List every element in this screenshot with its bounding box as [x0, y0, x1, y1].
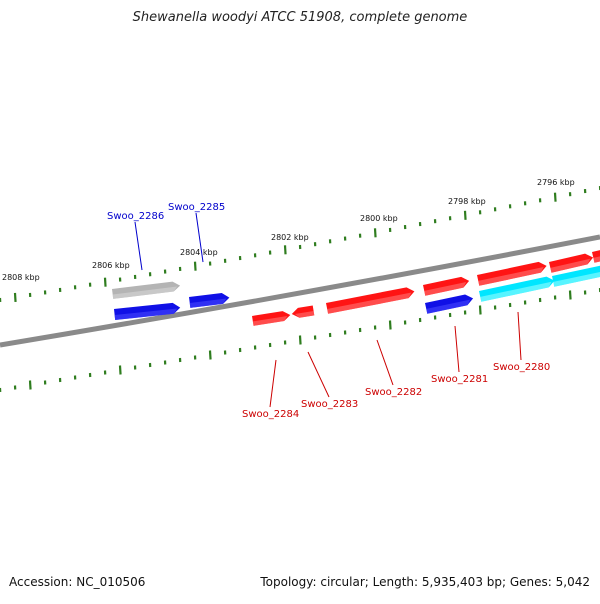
leader-line: [308, 352, 329, 397]
genome-summary-text: Topology: circular; Length: 5,935,403 bp…: [260, 575, 590, 589]
gene-label[interactable]: Swoo_2281: [431, 374, 488, 385]
scale-label: 2808 kbp: [2, 273, 40, 282]
scale-label: 2800 kbp: [360, 214, 398, 223]
scale-tick: [285, 245, 286, 254]
gene-arrow[interactable]: [592, 245, 600, 262]
scale-tick: [480, 306, 481, 315]
scale-tick: [570, 291, 571, 300]
scale-tick: [195, 262, 196, 271]
gene-label[interactable]: Swoo_2285: [168, 202, 225, 213]
map-title: Shewanella woodyi ATCC 51908, complete g…: [0, 10, 600, 25]
gene-arrow[interactable]: [252, 310, 291, 326]
leader-line: [135, 222, 142, 270]
scale-label: 2806 kbp: [92, 261, 130, 270]
gene-arrow[interactable]: [112, 281, 181, 299]
scale-tick: [30, 381, 31, 390]
scale-label: 2798 kbp: [448, 197, 486, 206]
scale-tick: [15, 293, 16, 302]
leader-line: [270, 360, 276, 407]
scale-label: 2804 kbp: [180, 248, 218, 257]
gene-arrow[interactable]: [326, 286, 415, 314]
scale-tick: [390, 321, 391, 330]
scale-tick: [465, 211, 466, 220]
scale-tick: [555, 193, 556, 202]
inner-tick-track: [0, 288, 600, 392]
scale-tick: [375, 228, 376, 237]
accession-text: Accession: NC_010506: [9, 575, 145, 589]
gene-arrow[interactable]: [423, 275, 470, 295]
scale-label: 2796 kbp: [537, 178, 575, 187]
gene-label[interactable]: Swoo_2284: [242, 409, 299, 420]
leader-line: [518, 312, 521, 360]
scale-label: 2802 kbp: [271, 233, 309, 242]
scale-tick: [120, 366, 121, 375]
gene-label[interactable]: Swoo_2280: [493, 362, 550, 373]
gene-label[interactable]: Swoo_2282: [365, 387, 422, 398]
gene-label[interactable]: Swoo_2283: [301, 399, 358, 410]
gene-arrow[interactable]: [291, 306, 314, 319]
gene-label[interactable]: Swoo_2286: [107, 211, 164, 222]
leader-line: [455, 326, 459, 372]
gene-arrow[interactable]: [425, 293, 474, 314]
scale-tick: [210, 351, 211, 360]
leader-line: [377, 340, 393, 385]
scale-tick: [300, 336, 301, 345]
scale-tick: [105, 278, 106, 287]
